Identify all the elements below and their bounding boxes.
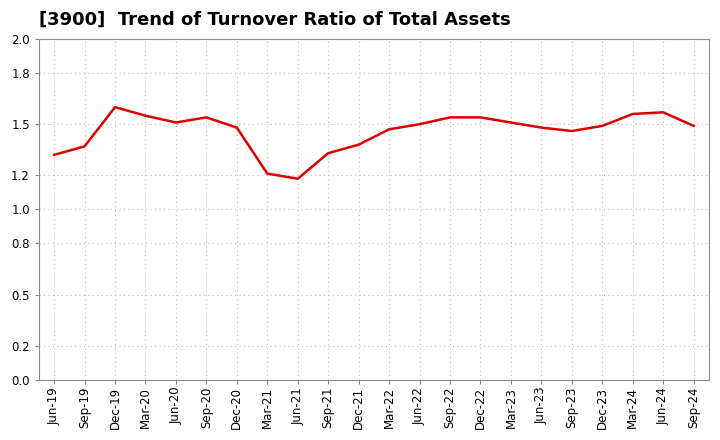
Text: [3900]  Trend of Turnover Ratio of Total Assets: [3900] Trend of Turnover Ratio of Total … bbox=[39, 11, 510, 29]
